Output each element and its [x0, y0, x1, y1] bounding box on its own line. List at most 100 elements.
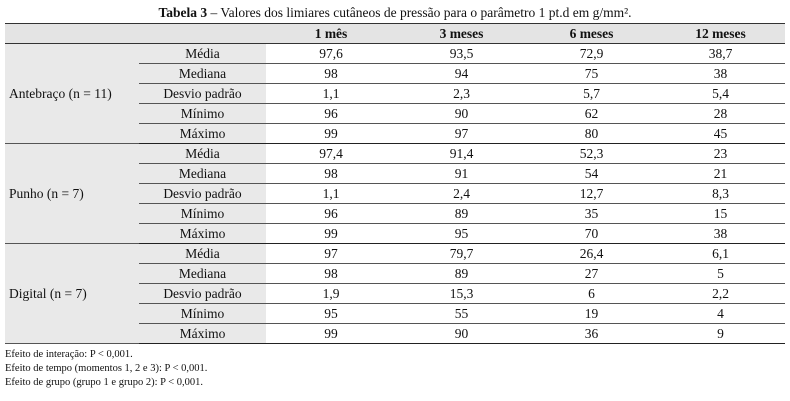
value-cell: 91,4 [396, 143, 527, 164]
value-cell: 90 [396, 103, 527, 124]
value-cell: 93,5 [396, 43, 527, 64]
value-cell: 19 [527, 303, 656, 324]
value-cell: 36 [527, 323, 656, 344]
value-cell: 23 [656, 143, 785, 164]
table-row: Mínimo 95 55 19 4 [5, 303, 785, 324]
value-cell: 27 [527, 263, 656, 284]
stat-label: Máximo [139, 123, 266, 144]
value-cell: 12,7 [527, 183, 656, 204]
table-body: Antebraço (n = 11) Média 97,6 93,5 72,9 38,7 M… [5, 43, 785, 344]
value-cell: 62 [527, 103, 656, 124]
value-cell: 6,1 [656, 243, 785, 264]
table-row: Mediana 98 89 27 5 [5, 263, 785, 284]
table-row: Máximo 99 97 80 45 [5, 123, 785, 144]
value-cell: 89 [396, 263, 527, 284]
stat-label: Máximo [139, 223, 266, 244]
value-cell: 38,7 [656, 43, 785, 64]
value-cell: 5 [656, 263, 785, 284]
group-label: Antebraço (n = 11) [5, 43, 139, 144]
header-corner [5, 23, 266, 44]
value-cell: 99 [266, 323, 396, 344]
table-row: Máximo 99 95 70 38 [5, 223, 785, 244]
caption-text: – Valores dos limiares cutâneos de press… [207, 5, 632, 20]
value-cell: 97,6 [266, 43, 396, 64]
table-row: Desvio padrão 1,9 15,3 6 2,2 [5, 283, 785, 304]
value-cell: 5,7 [527, 83, 656, 104]
note-line: Efeito de tempo (momentos 1, 2 e 3): P <… [5, 363, 208, 374]
value-cell: 5,4 [656, 83, 785, 104]
table-row: Mediana 98 91 54 21 [5, 163, 785, 184]
value-cell: 99 [266, 123, 396, 144]
group-label: Digital (n = 7) [5, 243, 139, 344]
value-cell: 94 [396, 63, 527, 84]
table-row: Mediana 98 94 75 38 [5, 63, 785, 84]
column-header: 6 meses [527, 23, 656, 44]
value-cell: 95 [396, 223, 527, 244]
value-cell: 45 [656, 123, 785, 144]
stat-label: Média [139, 143, 266, 164]
value-cell: 98 [266, 63, 396, 84]
value-cell: 90 [396, 323, 527, 344]
data-table: 1 mês 3 meses 6 meses 12 meses Antebraço… [5, 23, 785, 344]
value-cell: 35 [527, 203, 656, 224]
value-cell: 98 [266, 163, 396, 184]
value-cell: 38 [656, 223, 785, 244]
table-caption: Tabela 3 – Valores dos limiares cutâneos… [5, 3, 785, 23]
table-row: Mínimo 96 89 35 15 [5, 203, 785, 224]
value-cell: 9 [656, 323, 785, 344]
table-row: Desvio padrão 1,1 2,3 5,7 5,4 [5, 83, 785, 104]
value-cell: 80 [527, 123, 656, 144]
table-row: Antebraço (n = 11) Média 97,6 93,5 72,9 38,7 [5, 43, 785, 144]
table-notes: Efeito de interação: P < 0,001. Efeito d… [5, 348, 785, 390]
value-cell: 2,4 [396, 183, 527, 204]
value-cell: 21 [656, 163, 785, 184]
value-cell: 96 [266, 203, 396, 224]
stat-label: Mínimo [139, 203, 266, 224]
stat-label: Desvio padrão [139, 83, 266, 104]
value-cell: 6 [527, 283, 656, 304]
column-header: 1 mês [266, 23, 396, 44]
stat-label: Desvio padrão [139, 283, 266, 304]
value-cell: 52,3 [527, 143, 656, 164]
value-cell: 15 [656, 203, 785, 224]
stat-label: Mediana [139, 63, 266, 84]
value-cell: 2,3 [396, 83, 527, 104]
value-cell: 2,2 [656, 283, 785, 304]
stat-label: Mínimo [139, 103, 266, 124]
value-cell: 1,1 [266, 183, 396, 204]
table-container: Tabela 3 – Valores dos limiares cutâneos… [5, 3, 785, 390]
value-cell: 15,3 [396, 283, 527, 304]
value-cell: 89 [396, 203, 527, 224]
value-cell: 95 [266, 303, 396, 324]
value-cell: 97 [266, 243, 396, 264]
value-cell: 8,3 [656, 183, 785, 204]
table-row: Máximo 99 90 36 9 [5, 323, 785, 344]
table-row: Punho (n = 7) Média 97,4 91,4 52,3 23 [5, 143, 785, 244]
value-cell: 55 [396, 303, 527, 324]
value-cell: 75 [527, 63, 656, 84]
value-cell: 98 [266, 263, 396, 284]
value-cell: 1,1 [266, 83, 396, 104]
stat-label: Média [139, 243, 266, 264]
stat-label: Média [139, 43, 266, 64]
header-row: 1 mês 3 meses 6 meses 12 meses [5, 23, 785, 44]
note-line: Efeito de grupo (grupo 1 e grupo 2): P <… [5, 377, 203, 388]
table-row: Desvio padrão 1,1 2,4 12,7 8,3 [5, 183, 785, 204]
value-cell: 28 [656, 103, 785, 124]
group-label: Punho (n = 7) [5, 143, 139, 244]
value-cell: 70 [527, 223, 656, 244]
value-cell: 4 [656, 303, 785, 324]
stat-label: Máximo [139, 323, 266, 344]
stat-label: Mediana [139, 263, 266, 284]
note-line: Efeito de interação: P < 0,001. [5, 349, 133, 360]
value-cell: 26,4 [527, 243, 656, 264]
column-header: 12 meses [656, 23, 785, 44]
value-cell: 38 [656, 63, 785, 84]
value-cell: 72,9 [527, 43, 656, 64]
stat-label: Desvio padrão [139, 183, 266, 204]
table-row: Mínimo 96 90 62 28 [5, 103, 785, 124]
value-cell: 99 [266, 223, 396, 244]
value-cell: 79,7 [396, 243, 527, 264]
table-row: Digital (n = 7) Média 97 79,7 26,4 6,1 [5, 243, 785, 344]
value-cell: 1,9 [266, 283, 396, 304]
